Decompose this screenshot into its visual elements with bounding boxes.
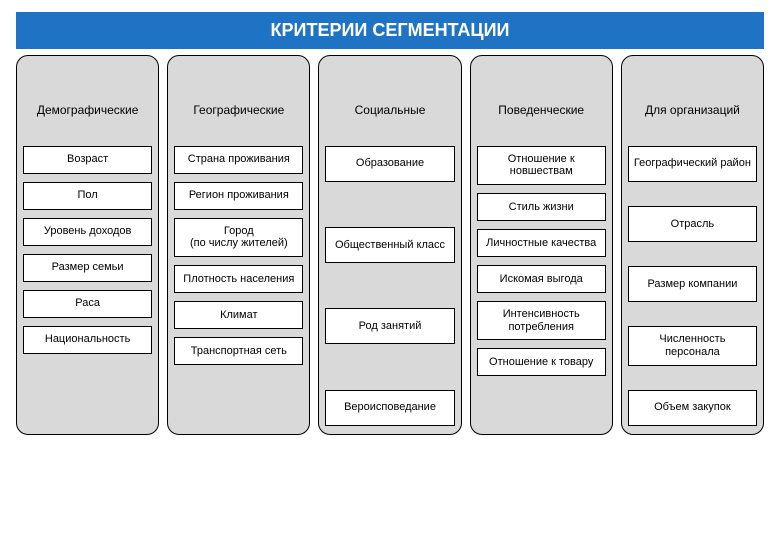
criterion-item: Искомая выгода bbox=[477, 265, 606, 293]
column-demographic: Демографические Возраст Пол Уровень дохо… bbox=[16, 55, 159, 435]
criterion-item: Интенсивность потребления bbox=[477, 301, 606, 340]
criterion-item: Географический район bbox=[628, 146, 757, 182]
criterion-item: Регион проживания bbox=[174, 182, 303, 210]
column-social: Социальные Образование Общественный клас… bbox=[318, 55, 461, 435]
criterion-item: Климат bbox=[174, 301, 303, 329]
column-items: Отношение к новшествам Стиль жизни Лично… bbox=[477, 146, 606, 385]
criterion-item: Размер компании bbox=[628, 266, 757, 302]
criterion-item: Пол bbox=[23, 182, 152, 210]
criterion-item: Уровень доходов bbox=[23, 218, 152, 246]
columns-container: Демографические Возраст Пол Уровень дохо… bbox=[16, 55, 764, 435]
criterion-item: Плотность населения bbox=[174, 265, 303, 293]
diagram-title: КРИТЕРИИ СЕГМЕНТАЦИИ bbox=[16, 12, 764, 49]
column-items: Страна проживания Регион проживания Горо… bbox=[174, 146, 303, 373]
criterion-item: Личностные качества bbox=[477, 229, 606, 257]
column-items: Образование Общественный класс Род занят… bbox=[325, 146, 454, 426]
column-geographic: Географические Страна проживания Регион … bbox=[167, 55, 310, 435]
criterion-item: Национальность bbox=[23, 326, 152, 354]
column-header: Для организаций bbox=[628, 56, 757, 146]
column-items: Возраст Пол Уровень доходов Размер семьи… bbox=[23, 146, 152, 362]
criterion-item: Численность персонала bbox=[628, 326, 757, 365]
criterion-item: Объем закупок bbox=[628, 390, 757, 426]
criterion-item: Общественный класс bbox=[325, 227, 454, 263]
criterion-item: Отношение к товару bbox=[477, 348, 606, 376]
criterion-item: Отрасль bbox=[628, 206, 757, 242]
criterion-item: Вероисповедание bbox=[325, 390, 454, 426]
column-header: Демографические bbox=[23, 56, 152, 146]
criterion-item: Образование bbox=[325, 146, 454, 182]
column-header: Социальные bbox=[325, 56, 454, 146]
criterion-item: Транспортная сеть bbox=[174, 337, 303, 365]
criterion-item: Размер семьи bbox=[23, 254, 152, 282]
criterion-item: Раса bbox=[23, 290, 152, 318]
criterion-item: Страна проживания bbox=[174, 146, 303, 174]
column-behavioral: Поведенческие Отношение к новшествам Сти… bbox=[470, 55, 613, 435]
criterion-item: Стиль жизни bbox=[477, 193, 606, 221]
column-header: Географические bbox=[174, 56, 303, 146]
column-items: Географический район Отрасль Размер комп… bbox=[628, 146, 757, 426]
criterion-item: Возраст bbox=[23, 146, 152, 174]
criterion-item: Город(по числу жителей) bbox=[174, 218, 303, 257]
column-organizations: Для организаций Географический район Отр… bbox=[621, 55, 764, 435]
column-header: Поведенческие bbox=[477, 56, 606, 146]
criterion-item: Род занятий bbox=[325, 308, 454, 344]
criterion-item: Отношение к новшествам bbox=[477, 146, 606, 185]
